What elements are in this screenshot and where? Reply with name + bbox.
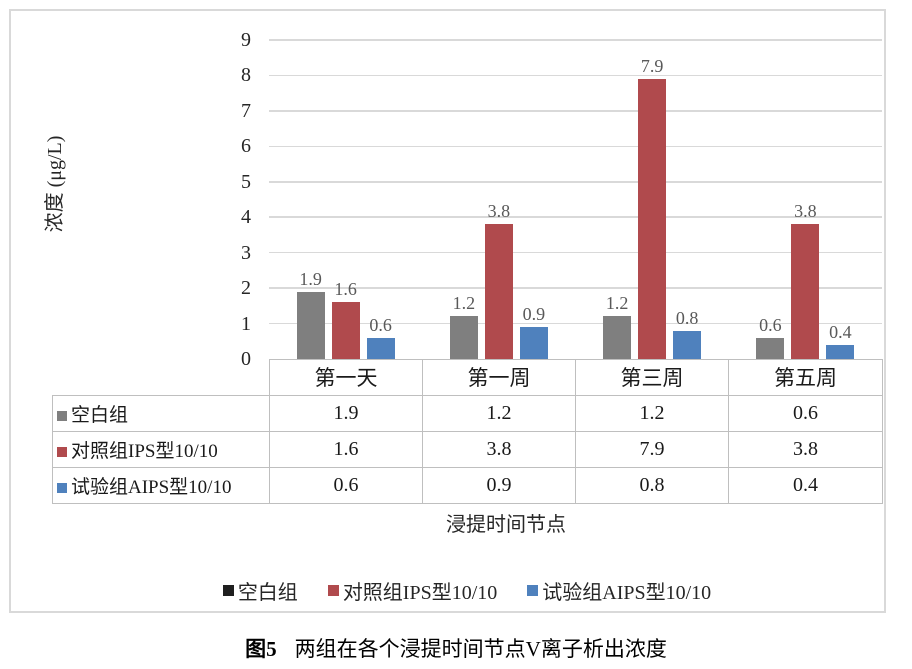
table-value-cell: 0.6: [728, 394, 883, 432]
gridline: [269, 110, 882, 112]
legend-swatch-icon: [222, 585, 234, 596]
legend-swatch-icon: [327, 585, 339, 596]
table-row: 对照组IPS型10/10 1.6 3.8 7.9 3.8: [52, 430, 883, 468]
legend-item: 试验组AIPS型10/10: [527, 576, 711, 605]
y-axis-tick-label: 2: [241, 277, 251, 300]
y-axis-tick-label: 0: [241, 348, 251, 370]
table-value-cell: 1.9: [269, 394, 423, 432]
bar-对照组IPS型10/10: [484, 224, 513, 359]
table-row-label: 空白组: [52, 394, 270, 432]
series-key-icon: [57, 410, 67, 421]
gridline: [269, 181, 882, 183]
table-row-label: 对照组IPS型10/10: [52, 430, 270, 468]
legend-label: 空白组: [237, 582, 298, 604]
legend-item: 空白组: [222, 576, 298, 605]
y-axis-tick-label: 1: [241, 312, 251, 335]
figure-caption-text: 两组在各个浸提时间节点V离子析出浓度: [294, 637, 667, 661]
table-row: 空白组 1.9 1.2 1.2 0.6: [52, 394, 883, 432]
table-header-cell: 第三周: [575, 359, 729, 396]
gridline: [269, 287, 882, 289]
table-header-cell: 第五周: [728, 359, 883, 396]
bar-value-label: 1.2: [452, 293, 476, 314]
bar-value-label: 0.9: [522, 304, 546, 325]
y-axis-tick-label: 9: [241, 29, 251, 51]
y-axis-tick-label: 3: [241, 241, 251, 264]
bar-value-label: 7.9: [640, 55, 664, 76]
table-value-cell: 3.8: [728, 430, 883, 468]
table-value-cell: 1.2: [422, 394, 576, 432]
gridline: [269, 145, 882, 148]
y-axis-tick-label: 5: [241, 170, 251, 193]
bar-value-label: 3.8: [487, 201, 511, 222]
table-header-cell: 第一周: [422, 359, 576, 396]
plot-area: 1.9 1.6 0.6 1.2 3.8 0.9 1.2 7.9 0.8 0.6 3.8 0.4: [269, 39, 882, 359]
series-name: 对照组IPS型10/10: [71, 440, 218, 462]
bar-空白组: [603, 316, 632, 359]
bar-空白组: [449, 316, 478, 359]
bar-试验组AIPS型10/10: [519, 327, 548, 359]
table-head: 第一天 第一周 第三周 第五周: [53, 359, 883, 396]
table-body: 空白组 1.9 1.2 1.2 0.6 对照组IPS型10/10 1.6 3.8 7.9 3.8 试…: [52, 394, 883, 504]
gridline: [269, 322, 882, 325]
bar-value-label: 0.6: [369, 314, 392, 335]
table-value-cell: 7.9: [575, 430, 729, 468]
table-value-cell: 0.4: [728, 466, 883, 504]
table-value-cell: 0.8: [575, 466, 729, 504]
series-key-icon: [57, 446, 67, 457]
series-name: 空白组: [71, 404, 129, 426]
bar-value-label: 1.9: [299, 268, 322, 289]
figure-caption-number: 图5: [245, 637, 277, 661]
bar-value-label: 1.2: [605, 293, 629, 314]
y-axis-title: 浓度 (μg/L): [44, 135, 66, 233]
bar-对照组IPS型10/10: [791, 224, 820, 359]
gridline: [269, 39, 882, 41]
x-axis-title: 浸提时间节点: [446, 514, 566, 536]
legend-item: 对照组IPS型10/10: [327, 576, 498, 605]
table-value-cell: 0.6: [269, 466, 423, 504]
bar-空白组: [756, 337, 785, 359]
bar-空白组: [296, 291, 325, 359]
table-value-cell: 1.6: [269, 430, 423, 468]
chart-legend: 空白组 对照组IPS型10/10 试验组AIPS型10/10: [52, 576, 882, 605]
bar-试验组AIPS型10/10: [673, 330, 702, 359]
figure-caption: 图5 两组在各个浸提时间节点V离子析出浓度: [0, 633, 912, 663]
table-value-cell: 0.9: [422, 466, 576, 504]
gridline: [269, 216, 882, 218]
bar-value-label: 0.8: [675, 307, 699, 328]
bar-对照组IPS型10/10: [331, 302, 360, 359]
table-value-cell: 3.8: [422, 430, 576, 468]
legend-swatch-icon: [527, 585, 539, 596]
legend-label: 对照组IPS型10/10: [342, 582, 498, 604]
series-key-icon: [57, 482, 67, 493]
gridline: [269, 251, 882, 254]
y-axis-tick-label: 4: [241, 206, 251, 229]
y-axis-tick-label: 6: [241, 135, 251, 158]
table-value-cell: 1.2: [575, 394, 729, 432]
table-header-row: 第一天 第一周 第三周 第五周: [53, 359, 883, 396]
bar-value-label: 3.8: [794, 201, 817, 222]
data-table: 第一天 第一周 第三周 第五周 空白组 1.9 1.2 1.2 0.6 对照组IPS型10/10 1…: [52, 359, 883, 504]
gridline: [269, 74, 882, 77]
table-row-label: 试验组AIPS型10/10: [52, 466, 270, 504]
series-name: 试验组AIPS型10/10: [71, 476, 232, 498]
y-axis-tick-label: 7: [241, 99, 251, 122]
table-row: 试验组AIPS型10/10 0.6 0.9 0.8 0.4: [52, 466, 883, 504]
y-axis-tick-label: 8: [241, 64, 251, 87]
bar-对照组IPS型10/10: [638, 78, 667, 359]
bar-试验组AIPS型10/10: [366, 337, 395, 359]
table-header-cell: 第一天: [269, 359, 423, 396]
bar-value-label: 0.6: [759, 314, 782, 335]
table-corner-cell: [53, 360, 270, 396]
bar-试验组AIPS型10/10: [826, 344, 855, 359]
legend-label: 试验组AIPS型10/10: [542, 582, 712, 604]
bar-value-label: 1.6: [334, 279, 357, 300]
bar-value-label: 0.4: [829, 321, 852, 342]
